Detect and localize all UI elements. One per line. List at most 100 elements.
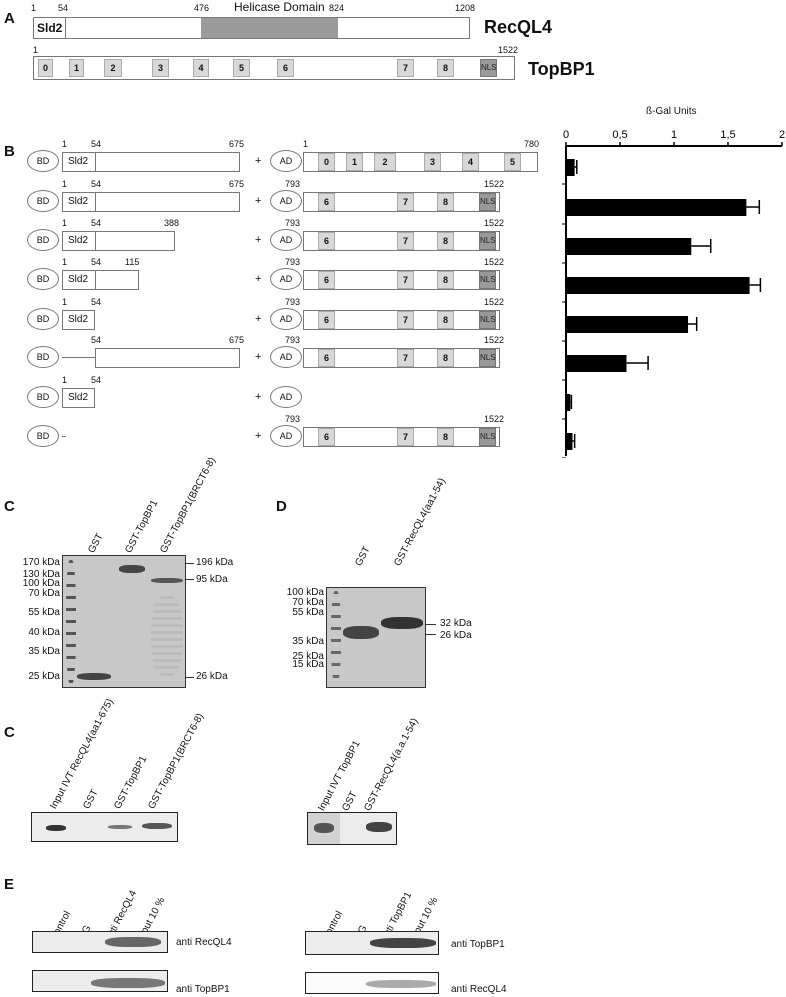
ad-domain-6: 6 xyxy=(318,232,335,250)
bd-position-label: 1 xyxy=(62,218,68,228)
topbp1-nls: NLS xyxy=(480,59,497,77)
bd-oval: BD xyxy=(27,308,59,330)
bd-sld2-label: Sld2 xyxy=(68,392,89,403)
ad-domain-8: 8 xyxy=(437,349,454,367)
ad-nls: NLS xyxy=(479,271,496,289)
chart-title: ß-Gal Units xyxy=(646,106,697,117)
bd-sld2-divider xyxy=(95,152,96,172)
topbp1-start-label: 1 xyxy=(33,45,39,55)
ad-oval: AD xyxy=(270,190,302,212)
bd-sld2-label: Sld2 xyxy=(68,156,89,167)
recql4-end-label: 1208 xyxy=(455,3,476,13)
c-blot-band-brct xyxy=(142,823,172,829)
topbp1-domain-0: 0 xyxy=(38,59,53,77)
d-pulldown-blot xyxy=(307,812,397,845)
d-lane-gst: GST xyxy=(353,544,373,568)
panel-d-letter: D xyxy=(276,498,287,515)
ad-domain-6: 6 xyxy=(318,193,335,211)
bd-position-label: 54 xyxy=(91,297,102,307)
ad-domain-7: 7 xyxy=(397,271,414,289)
c-blot-band-topbp1 xyxy=(108,825,132,829)
d-blot-band-recql4 xyxy=(366,822,392,832)
e-right-blot-1-band xyxy=(370,938,436,948)
d-ladder-lane xyxy=(331,591,341,683)
d-label-26: 26 kDa xyxy=(440,630,472,641)
chart-tick-label: 1,5 xyxy=(720,129,735,141)
ad-domain-3: 3 xyxy=(424,153,441,171)
bd-sld2-divider xyxy=(95,192,96,212)
plus-sign: + xyxy=(255,195,262,207)
c-label-196: 196 kDa xyxy=(196,557,234,568)
e-left-blot-2-label: anti TopBP1 xyxy=(176,984,230,995)
bd-sld2-label: Sld2 xyxy=(68,196,89,207)
c-pulldown-blot xyxy=(31,812,178,842)
bd-sld2-label: Sld2 xyxy=(68,235,89,246)
ad-oval: AD xyxy=(270,425,302,447)
bd-position-label: 54 xyxy=(91,139,102,149)
ad-domain-8: 8 xyxy=(437,428,454,446)
bd-position-label: 388 xyxy=(164,218,180,228)
c-blot-lane-topbp1: GST-TopBP1 xyxy=(112,754,150,811)
plus-sign: + xyxy=(255,234,262,246)
panel-e-letter: E xyxy=(4,876,15,893)
ad-end-label: 1522 xyxy=(484,335,505,345)
ad-end-label: 1522 xyxy=(484,297,505,307)
ad-end-label: 1522 xyxy=(484,414,505,424)
topbp1-domain-4: 4 xyxy=(193,59,209,77)
bd-position-label: 54 xyxy=(91,179,102,189)
d-marker-35: 35 kDa xyxy=(292,636,324,647)
c-marker-25: 25 kDa xyxy=(28,671,60,682)
e-left-blot-1 xyxy=(32,931,168,953)
ad-domain-1: 1 xyxy=(346,153,363,171)
ad-domain-4: 4 xyxy=(462,153,479,171)
recql4-start-label: 1 xyxy=(31,3,37,13)
bd-position-label: 1 xyxy=(62,257,68,267)
bar xyxy=(566,277,750,294)
ad-start-label: 793 xyxy=(285,257,301,267)
e-right-blot-2-label: anti RecQL4 xyxy=(451,984,507,995)
bd-position-label: 1 xyxy=(62,297,68,307)
d-marker-15: 15 kDa xyxy=(292,659,324,670)
plus-sign: + xyxy=(255,391,262,403)
ad-oval: AD xyxy=(270,229,302,251)
bd-position-label: 1 xyxy=(62,139,68,149)
bd-oval: BD xyxy=(27,150,59,172)
e-left-blot-2-band xyxy=(91,978,165,988)
c-marker-70: 70 kDa xyxy=(28,588,60,599)
recql4-sld2-label: Sld2 xyxy=(37,21,63,35)
d-blot-band-input xyxy=(314,823,334,833)
c-lane-gst-topbp1-brct: GST-TopBP1(BRCT6-8) xyxy=(158,455,219,555)
bd-oval: BD xyxy=(27,386,59,408)
panel-c-letter: C xyxy=(4,498,15,515)
c-lane-gst-topbp1: GST-TopBP1 xyxy=(123,498,161,555)
bd-position-label: 1 xyxy=(62,179,68,189)
c-marker-170: 170 kDa xyxy=(22,557,60,568)
ad-oval: AD xyxy=(270,308,302,330)
topbp1-diagram: 1 1522 0 1 2 3 4 5 6 7 8 NLS TopBP1 xyxy=(0,44,786,94)
ad-nls: NLS xyxy=(479,193,496,211)
d-label-32: 32 kDa xyxy=(440,618,472,629)
ad-domain-6: 6 xyxy=(318,271,335,289)
topbp1-domain-8: 8 xyxy=(437,59,454,77)
c-label-95: 95 kDa xyxy=(196,574,228,585)
bd-position-label: 54 xyxy=(91,257,102,267)
e-right-blot-1-label: anti TopBP1 xyxy=(451,939,505,950)
topbp1-name: TopBP1 xyxy=(528,59,595,79)
panel-a-letter: A xyxy=(4,10,15,27)
topbp1-domain-2: 2 xyxy=(104,59,122,77)
d-marker-25: 25 kDa xyxy=(292,651,324,662)
bd-position-label: 675 xyxy=(229,139,245,149)
c-label-26: 26 kDa xyxy=(196,671,228,682)
ad-oval: AD xyxy=(270,268,302,290)
ad-start-label: 793 xyxy=(285,297,301,307)
topbp1-domain-6: 6 xyxy=(277,59,294,77)
ad-domain-8: 8 xyxy=(437,271,454,289)
bd-oval: BD xyxy=(27,346,59,368)
ad-nls: NLS xyxy=(479,311,496,329)
plus-sign: + xyxy=(255,351,262,363)
recql4-helicase-start-label: 476 xyxy=(194,3,210,13)
plus-sign: + xyxy=(255,313,262,325)
bar xyxy=(566,394,571,411)
ad-nls: NLS xyxy=(479,232,496,250)
bar xyxy=(566,355,627,372)
